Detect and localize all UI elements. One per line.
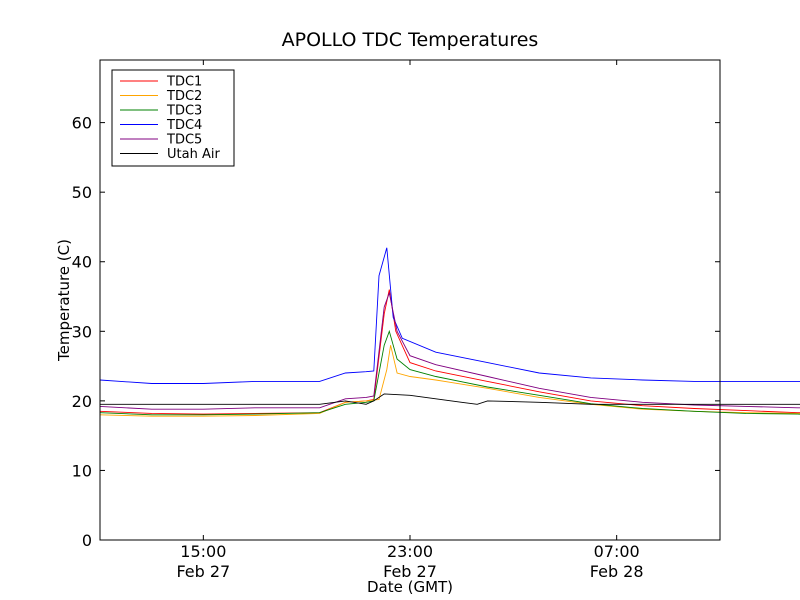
series-line-tdc3 [99,329,800,416]
x-tick-date-label: Feb 27 [383,562,437,581]
series-line-utah-air [100,393,800,405]
series-line-tdc1 [99,289,800,415]
legend-label-tdc1: TDC1 [166,75,202,90]
legend-label-tdc3: TDC3 [166,104,202,119]
x-tick-time-label: 23:00 [387,542,433,561]
plot-lines [99,247,800,417]
legend-box [111,69,235,167]
x-axis-label: Date (GMT) [367,578,453,596]
legend-label-tdc2: TDC2 [166,89,202,104]
y-tick-label: 40 [72,253,92,272]
legend-label-tdc5: TDC5 [166,133,202,148]
x-tick-time-label: 15:00 [180,542,226,561]
y-tick-label: 30 [72,322,92,341]
legend-label-utah-air: Utah Air [167,147,220,162]
legend-label-tdc4: TDC4 [166,118,202,133]
x-tick-date-label: Feb 27 [176,562,230,581]
y-tick-label: 50 [72,183,92,202]
y-axis: 0 10 20 30 40 50 60 [72,114,720,550]
y-tick-label: 10 [72,461,92,480]
series-line-tdc4 [99,247,800,384]
x-tick-date-label: Feb 28 [590,562,644,581]
series-line-tdc5 [99,291,800,410]
y-tick-label: 0 [82,531,92,550]
series-line-tdc2 [99,345,800,417]
x-tick-time-label: 07:00 [594,542,640,561]
chart-title: APOLLO TDC Temperatures [282,29,539,51]
y-axis-label: Temperature (C) [55,239,73,362]
y-tick-label: 60 [72,114,92,133]
y-tick-label: 20 [72,392,92,411]
